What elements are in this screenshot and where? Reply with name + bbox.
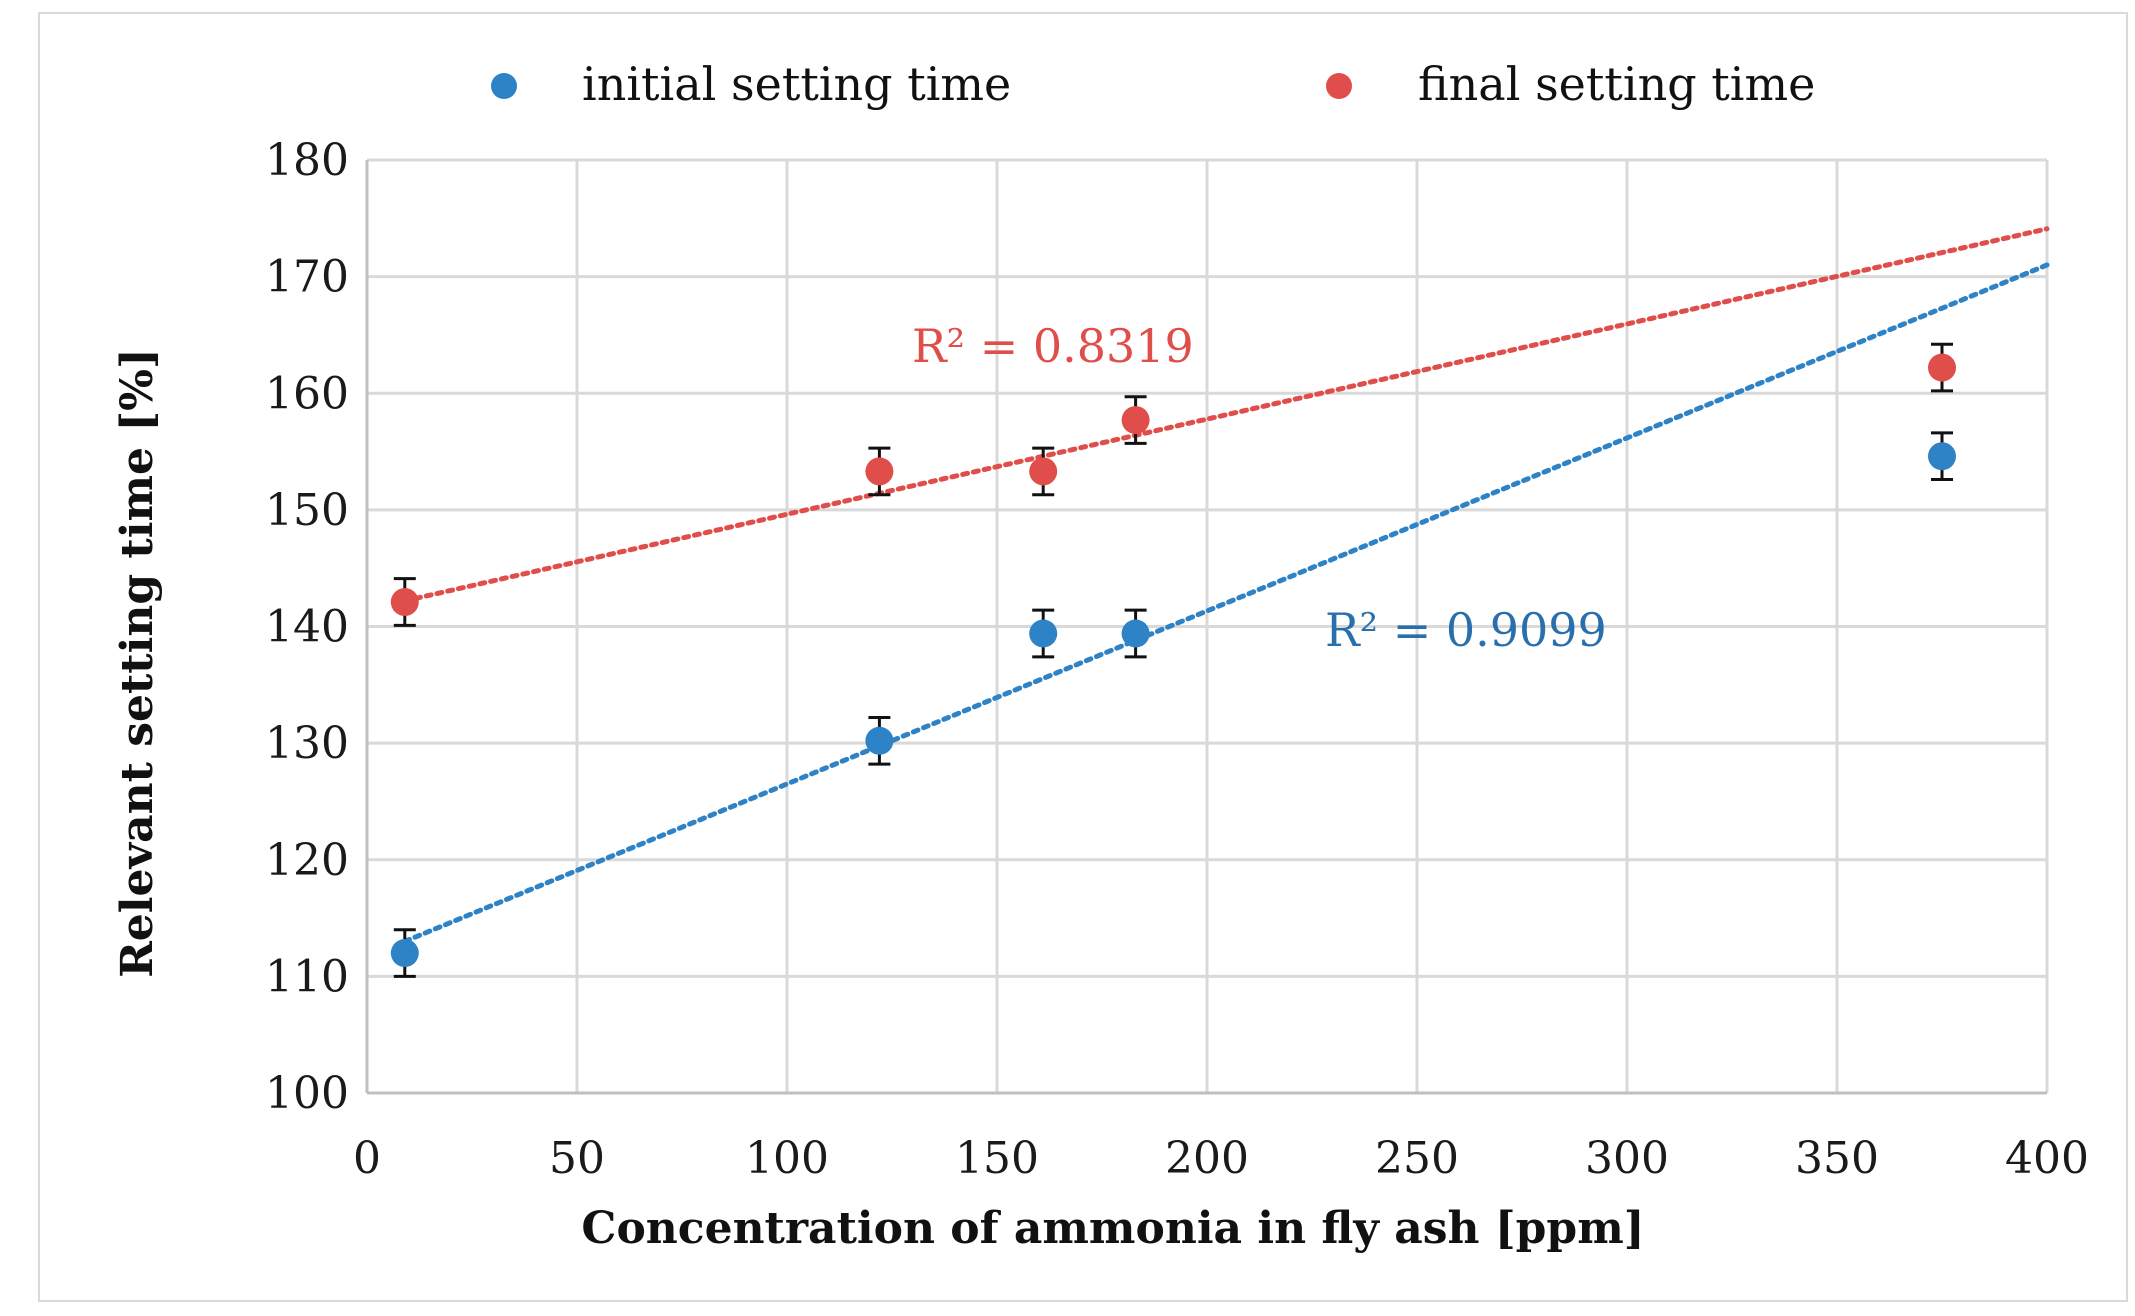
trendlines (402, 226, 2050, 944)
data-point-final (1121, 406, 1150, 435)
data-points (390, 353, 1956, 968)
data-point-initial (865, 726, 894, 755)
x-axis-title: Concentration of ammonia in fly ash [ppm… (581, 1203, 1644, 1254)
data-point-initial (1121, 619, 1150, 648)
r2-label-final: R² = 0.8319 (912, 319, 1194, 373)
data-point-initial (390, 939, 419, 968)
x-tick-label: 400 (2005, 1133, 2089, 1184)
tick-labels: 100 110 120 130 140 150 160 170 180 0 50 100 150 200 2… (265, 135, 2089, 1184)
x-tick-label: 350 (1795, 1133, 1879, 1184)
x-tick-label: 250 (1375, 1133, 1459, 1184)
y-tick-label: 120 (265, 835, 349, 886)
y-tick-label: 140 (265, 602, 349, 653)
y-axis-title: Relevant setting time [%] (112, 348, 163, 978)
data-point-final (1029, 457, 1058, 486)
chart-frame (38, 12, 2128, 1302)
x-tick-label: 50 (549, 1133, 605, 1184)
trendline-final (402, 226, 2050, 604)
r2-label-initial: R² = 0.9099 (1325, 603, 1607, 657)
y-tick-label: 110 (265, 951, 349, 1002)
y-tick-label: 150 (265, 485, 349, 536)
y-tick-label: 160 (265, 368, 349, 419)
x-tick-label: 300 (1585, 1133, 1669, 1184)
data-point-initial (1029, 619, 1058, 648)
data-point-final (390, 588, 419, 617)
x-tick-label: 150 (955, 1133, 1039, 1184)
trendline-initial (402, 262, 2050, 944)
data-point-final (865, 457, 894, 486)
y-tick-label: 170 (265, 252, 349, 303)
y-tick-label: 130 (265, 718, 349, 769)
y-tick-label: 180 (265, 135, 349, 186)
y-tick-label: 100 (265, 1068, 349, 1119)
x-tick-label: 200 (1165, 1133, 1249, 1184)
x-tick-label: 100 (745, 1133, 829, 1184)
grid (365, 158, 2049, 1095)
data-point-initial (1928, 442, 1956, 471)
legend-label-initial: initial setting time (582, 57, 1011, 111)
legend-marker-initial (491, 73, 517, 99)
legend: initial setting time final setting time (491, 57, 1815, 111)
error-bars (393, 342, 1953, 978)
data-point-final (1928, 353, 1956, 382)
x-tick-label: 0 (353, 1133, 381, 1184)
legend-marker-final (1326, 73, 1352, 99)
legend-label-final: final setting time (1418, 57, 1815, 111)
